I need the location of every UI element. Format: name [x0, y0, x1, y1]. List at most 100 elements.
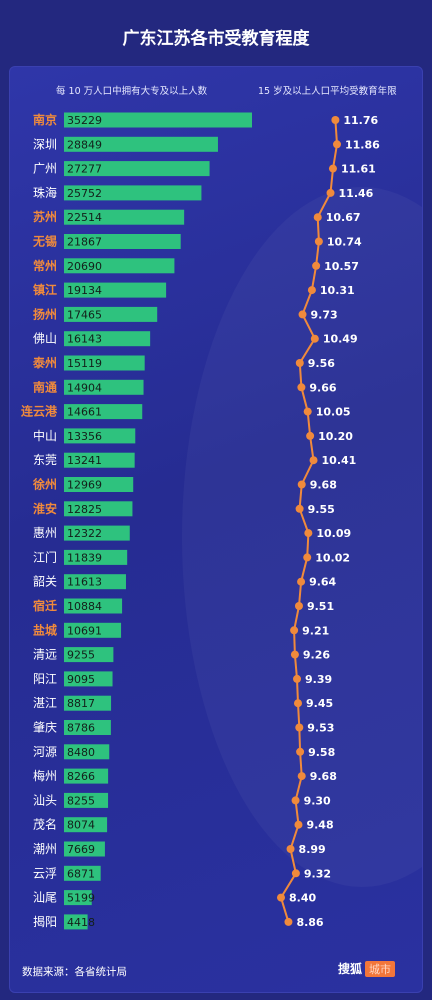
- bar-value-21: 10691: [67, 624, 102, 637]
- city-label-9: 佛山: [33, 332, 57, 346]
- education-value-1: 11.86: [345, 138, 380, 151]
- bar-10: [64, 355, 145, 371]
- city-label-8: 扬州: [33, 306, 57, 321]
- education-value-25: 9.53: [307, 722, 334, 735]
- education-point-22: [290, 650, 299, 659]
- bar-17: [64, 525, 130, 541]
- bar-15: [64, 477, 134, 492]
- bar-14: [64, 452, 135, 468]
- city-label-5: 无锡: [32, 234, 57, 249]
- education-value-19: 9.64: [309, 576, 336, 589]
- bar-value-31: 6871: [67, 867, 95, 880]
- city-label-15: 徐州: [32, 477, 57, 492]
- city-label-1: 深圳: [33, 137, 57, 151]
- education-point-16: [295, 504, 304, 513]
- education-value-13: 10.20: [318, 430, 353, 443]
- education-value-29: 9.48: [306, 819, 333, 832]
- education-line: [279, 119, 339, 923]
- bar-value-25: 8786: [67, 722, 95, 735]
- education-point-23: [293, 674, 302, 683]
- education-point-20: [294, 602, 303, 610]
- bar-4: [64, 209, 185, 225]
- education-point-0: [331, 116, 340, 124]
- bar-value-20: 10884: [67, 600, 102, 613]
- education-value-2: 11.61: [341, 163, 376, 176]
- bar-26: [64, 744, 110, 760]
- education-point-9: [310, 334, 319, 343]
- sohu-logo: 搜狐 城市: [338, 960, 396, 977]
- bar-24: [64, 695, 112, 711]
- education-value-23: 9.39: [305, 673, 332, 686]
- education-value-6: 10.57: [324, 260, 359, 273]
- city-label-26: 河源: [33, 745, 57, 759]
- city-label-22: 清远: [33, 648, 57, 662]
- education-point-17: [304, 529, 313, 538]
- education-value-11: 9.66: [309, 381, 336, 394]
- education-value-10: 9.56: [308, 357, 335, 370]
- education-point-4: [313, 213, 322, 222]
- education-value-4: 10.67: [326, 211, 361, 224]
- bar-value-11: 14904: [67, 381, 102, 394]
- city-label-23: 阳江: [33, 672, 57, 686]
- bar-2: [64, 161, 210, 177]
- bar-value-13: 13356: [67, 430, 102, 443]
- bar-6: [64, 258, 175, 274]
- bar-3: [64, 185, 202, 201]
- bar-25: [64, 720, 111, 735]
- education-point-33: [284, 917, 293, 926]
- city-label-20: 宿迁: [33, 598, 57, 613]
- bar-value-0: 35229: [67, 114, 102, 127]
- education-point-21: [290, 626, 299, 635]
- city-label-28: 汕头: [33, 793, 57, 807]
- bar-value-2: 27277: [67, 163, 102, 176]
- city-label-33: 揭阳: [33, 914, 57, 929]
- bar-value-7: 19134: [67, 284, 102, 297]
- bar-33: [64, 914, 88, 930]
- bar-28: [64, 792, 109, 808]
- city-label-10: 泰州: [32, 355, 57, 370]
- bar-value-15: 12969: [67, 479, 102, 492]
- city-label-3: 珠海: [33, 185, 57, 200]
- bar-value-1: 28849: [67, 138, 102, 151]
- bar-value-10: 15119: [67, 357, 102, 370]
- bar-16: [64, 501, 133, 517]
- education-point-2: [328, 164, 337, 173]
- bar-29: [64, 817, 108, 833]
- bar-value-29: 8074: [67, 819, 95, 832]
- city-label-27: 梅州: [33, 768, 57, 783]
- education-value-3: 11.46: [339, 187, 374, 200]
- city-label-31: 云浮: [33, 866, 57, 880]
- education-value-0: 11.76: [343, 114, 378, 127]
- city-label-21: 盐城: [33, 622, 57, 637]
- bar-value-33: 4418: [67, 916, 95, 929]
- education-point-25: [295, 723, 304, 732]
- bar-1: [64, 136, 218, 152]
- education-value-8: 9.73: [311, 308, 338, 321]
- education-point-13: [306, 431, 315, 440]
- bar-20: [64, 598, 123, 614]
- city-label-4: 苏州: [33, 209, 57, 224]
- education-value-30: 8.99: [299, 843, 326, 856]
- education-value-5: 10.74: [327, 236, 362, 249]
- education-value-17: 10.09: [316, 527, 351, 540]
- bar-32: [64, 890, 92, 906]
- education-value-15: 9.68: [310, 479, 337, 492]
- education-point-7: [307, 286, 316, 295]
- bar-value-32: 5199: [67, 892, 95, 905]
- education-value-18: 10.02: [315, 551, 350, 564]
- education-value-7: 10.31: [320, 284, 355, 297]
- bar-value-12: 14661: [67, 406, 102, 419]
- education-point-30: [286, 845, 295, 853]
- bar-value-30: 7669: [67, 843, 95, 856]
- bar-23: [64, 671, 113, 687]
- bar-27: [64, 768, 109, 784]
- bar-12: [64, 404, 143, 420]
- city-label-16: 淮安: [33, 501, 57, 516]
- city-label-6: 常州: [33, 258, 57, 273]
- education-point-5: [314, 237, 323, 246]
- city-label-32: 汕尾: [33, 891, 57, 905]
- bar-30: [64, 841, 105, 857]
- education-point-28: [291, 796, 300, 805]
- education-point-10: [295, 359, 304, 367]
